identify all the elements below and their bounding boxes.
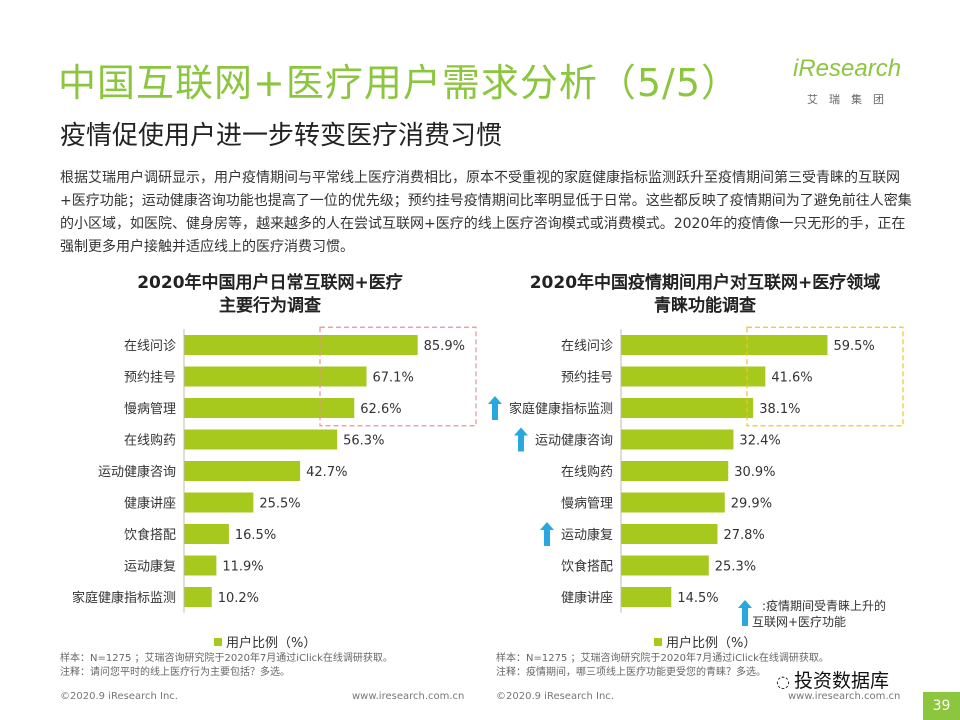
value-label: 29.9% (731, 497, 772, 512)
right-legend: 用户比例（%） (654, 632, 756, 651)
category-label: 饮食搭配 (561, 559, 613, 575)
bar (184, 461, 301, 481)
bar (184, 587, 212, 607)
value-label: 25.3% (715, 560, 756, 575)
right-bar-chart: 在线问诊 59.5% 预约挂号 41.6% 家庭健康指标监测 38.1% 运动健康咨询 32.… (487, 326, 904, 613)
page-subtitle: 疫情促使用户进一步转变医疗消费习惯 (60, 121, 503, 151)
right-chart-title-line2: 青睐功能调查 (654, 296, 756, 316)
bar (621, 429, 734, 450)
up-arrow-icon (487, 396, 502, 420)
category-label: 健康讲座 (561, 590, 613, 606)
bar (621, 335, 828, 355)
left-legend-label: 用户比例（%） (226, 636, 317, 651)
category-label: 运动健康咨询 (535, 433, 613, 449)
legend-swatch (654, 638, 662, 646)
up-arrow-legend: :疫情期间受青睐上升的 互联网+医疗功能 (738, 598, 887, 630)
category-label: 家庭健康指标监测 (72, 590, 176, 606)
up-legend-line2: 互联网+医疗功能 (752, 615, 847, 629)
logo-text: iResearch (793, 55, 902, 82)
up-legend-line1: :疫情期间受青睐上升的 (762, 599, 887, 613)
intro-paragraph: 根据艾瑞用户调研显示，用户疫情期间与平常线上医疗消费相比，原本不受重视的家庭健康… (60, 170, 912, 255)
legend-swatch (214, 638, 222, 646)
left-chart-title-line2: 主要行为调查 (219, 296, 321, 316)
bar (621, 524, 718, 544)
right-sample-note: 样本：N=1275 ；艾瑞咨询研究院于2020年7月通过iClick在线调研获取… (496, 653, 829, 664)
left-chart-title-line1: 2020年中国用户日常互联网+医疗 (137, 273, 403, 293)
bar (621, 366, 766, 387)
bar (184, 366, 367, 387)
left-comment-note: 注释：请问您平时的线上医疗行为主要包括？多选。 (60, 667, 290, 678)
value-label: 85.9% (424, 339, 465, 354)
bar (184, 555, 217, 576)
category-label: 慢病管理 (561, 496, 613, 512)
page-title: 中国互联网+医疗用户需求分析（5/5） (58, 61, 740, 105)
bar (184, 524, 229, 544)
value-label: 62.6% (360, 402, 401, 417)
wechat-watermark: ◌ 投资数据库 (776, 666, 889, 693)
right-chart-title: 2020年中国疫情期间用户对互联网+医疗领域 青睐功能调查 (490, 272, 920, 318)
category-label: 运动健康咨询 (98, 464, 176, 480)
right-chart-title-line1: 2020年中国疫情期间用户对互联网+医疗领域 (529, 273, 881, 293)
bar (184, 335, 418, 355)
left-chart-title: 2020年中国用户日常互联网+医疗 主要行为调查 (100, 272, 440, 318)
category-label: 饮食搭配 (124, 527, 176, 543)
value-label: 11.9% (222, 560, 263, 575)
highlight-box (746, 326, 904, 427)
up-arrow-icon (539, 522, 554, 546)
bar (184, 398, 355, 418)
value-label: 30.9% (734, 465, 775, 480)
iresearch-logo: iResearch 艾瑞集团 (793, 55, 913, 115)
up-arrow-icon (738, 600, 752, 626)
value-label: 59.5% (833, 339, 874, 354)
watermark-text: 投资数据库 (793, 670, 889, 692)
footer-site-left: www.iresearch.com.cn (352, 691, 465, 702)
wechat-icon: ◌ (776, 672, 790, 691)
footer-site-right: www.iresearch.com.cn (788, 691, 901, 702)
right-comment-note: 注释：疫情期间，哪三项线上医疗功能更受您的青睐？多选。 (496, 667, 766, 678)
highlight-box (319, 326, 477, 427)
value-label: 41.6% (771, 371, 812, 386)
up-arrow-icon (513, 427, 528, 452)
category-label: 健康讲座 (124, 496, 176, 512)
category-label: 预约挂号 (561, 371, 613, 386)
value-label: 38.1% (759, 402, 800, 417)
value-label: 14.5% (677, 591, 718, 606)
category-label: 在线问诊 (124, 339, 176, 354)
logo-subtext: 艾瑞集团 (807, 93, 895, 106)
category-label: 在线购药 (561, 464, 613, 480)
value-label: 25.5% (259, 497, 300, 512)
bar (184, 492, 254, 513)
left-notes: 样本：N=1275 ；艾瑞咨询研究院于2020年7月通过iClick在线调研获取… (60, 652, 393, 680)
category-label: 预约挂号 (124, 371, 176, 386)
bar (621, 492, 725, 513)
footer-copyright-left: ©2020.9 iResearch Inc. (60, 691, 178, 702)
value-label: 16.5% (235, 528, 276, 543)
bar (184, 429, 338, 450)
page-number: 39 (923, 692, 960, 720)
value-label: 27.8% (723, 528, 764, 543)
category-label: 在线购药 (124, 433, 176, 449)
category-label: 运动康复 (124, 559, 176, 575)
left-legend: 用户比例（%） (214, 632, 316, 651)
footer-copyright-right: ©2020.9 iResearch Inc. (496, 691, 614, 702)
right-legend-label: 用户比例（%） (666, 636, 757, 651)
right-notes: 样本：N=1275 ；艾瑞咨询研究院于2020年7月通过iClick在线调研获取… (496, 652, 829, 680)
value-label: 42.7% (306, 465, 347, 480)
value-label: 67.1% (373, 371, 414, 386)
left-bar-chart: 在线问诊 85.9% 预约挂号 67.1% 慢病管理 62.6% 在线购药 56.3% 运动健康… (72, 326, 477, 613)
value-label: 56.3% (343, 434, 384, 449)
bar (621, 398, 754, 418)
bar (621, 555, 709, 576)
category-label: 在线问诊 (561, 339, 613, 354)
bar (621, 461, 729, 481)
category-label: 慢病管理 (124, 401, 176, 417)
value-label: 32.4% (739, 434, 780, 449)
category-label: 家庭健康指标监测 (509, 401, 613, 417)
category-label: 运动康复 (561, 527, 613, 543)
left-sample-note: 样本：N=1275 ；艾瑞咨询研究院于2020年7月通过iClick在线调研获取… (60, 653, 393, 664)
bar (621, 587, 672, 607)
value-label: 10.2% (218, 591, 259, 606)
